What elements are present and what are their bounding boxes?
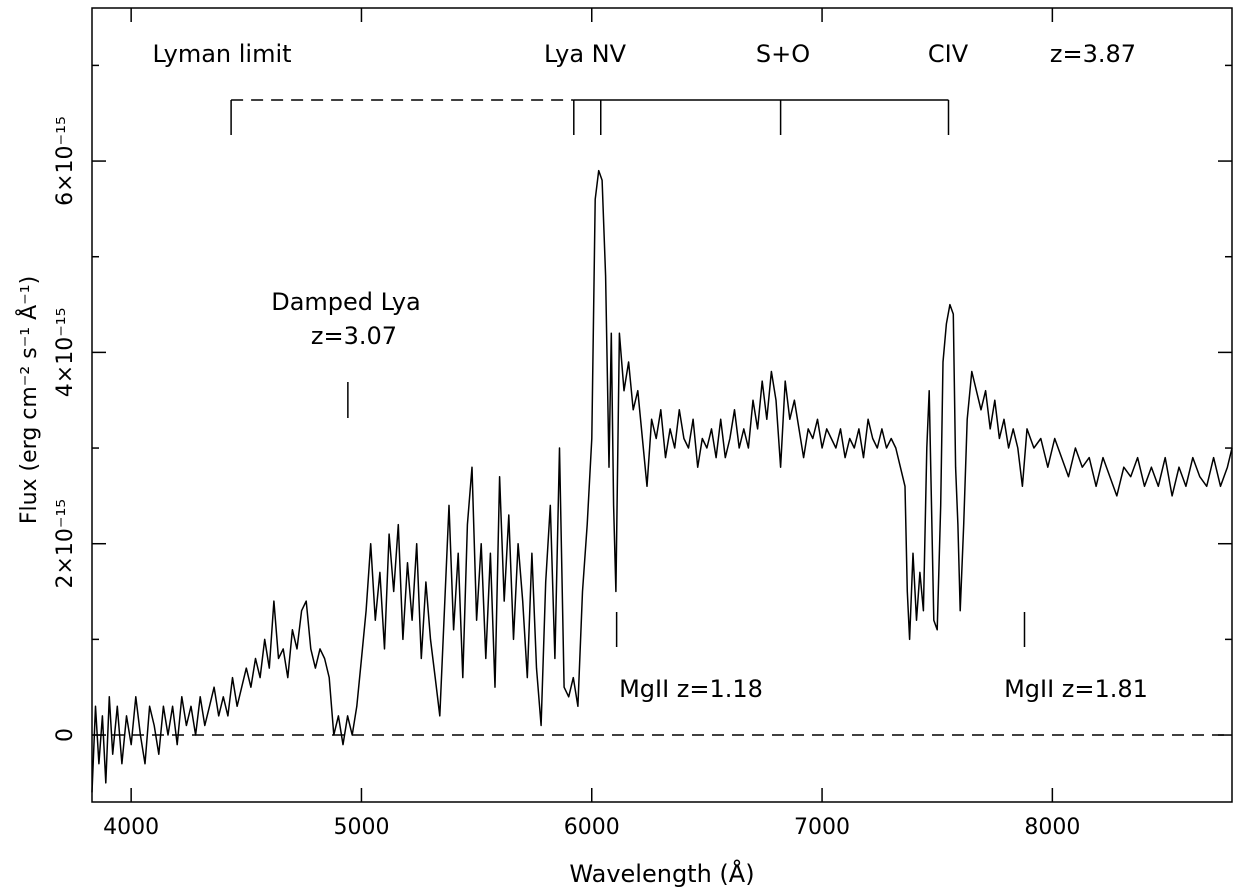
x-axis-label: Wavelength (Å) — [569, 859, 754, 888]
absorber-label: Damped Lya — [271, 288, 421, 316]
absorber-label: MgII z=1.81 — [1004, 675, 1148, 703]
y-axis-label: Flux (erg cm⁻² s⁻¹ Å⁻¹) — [15, 276, 42, 524]
x-tick-label: 4000 — [103, 815, 159, 840]
y-tick-label: 2×10⁻¹⁵ — [53, 499, 78, 589]
line-label: CIV — [928, 40, 969, 68]
plot-frame — [91, 7, 1233, 803]
spectrum-line — [91, 169, 1233, 793]
y-tick-label: 6×10⁻¹⁵ — [53, 116, 78, 206]
y-tick-label: 4×10⁻¹⁵ — [53, 308, 78, 398]
x-tick-label: 7000 — [794, 815, 850, 840]
line-label: Lya NV — [544, 40, 627, 68]
line-label: z=3.87 — [1050, 40, 1136, 68]
absorber-label: z=3.07 — [311, 322, 397, 350]
x-tick-label: 6000 — [564, 815, 620, 840]
y-tick-label: 0 — [53, 728, 78, 742]
line-label: Lyman limit — [152, 40, 291, 68]
x-tick-label: 8000 — [1024, 815, 1080, 840]
x-tick-label: 5000 — [333, 815, 389, 840]
line-label: S+O — [756, 40, 810, 68]
absorber-label: MgII z=1.18 — [619, 675, 763, 703]
